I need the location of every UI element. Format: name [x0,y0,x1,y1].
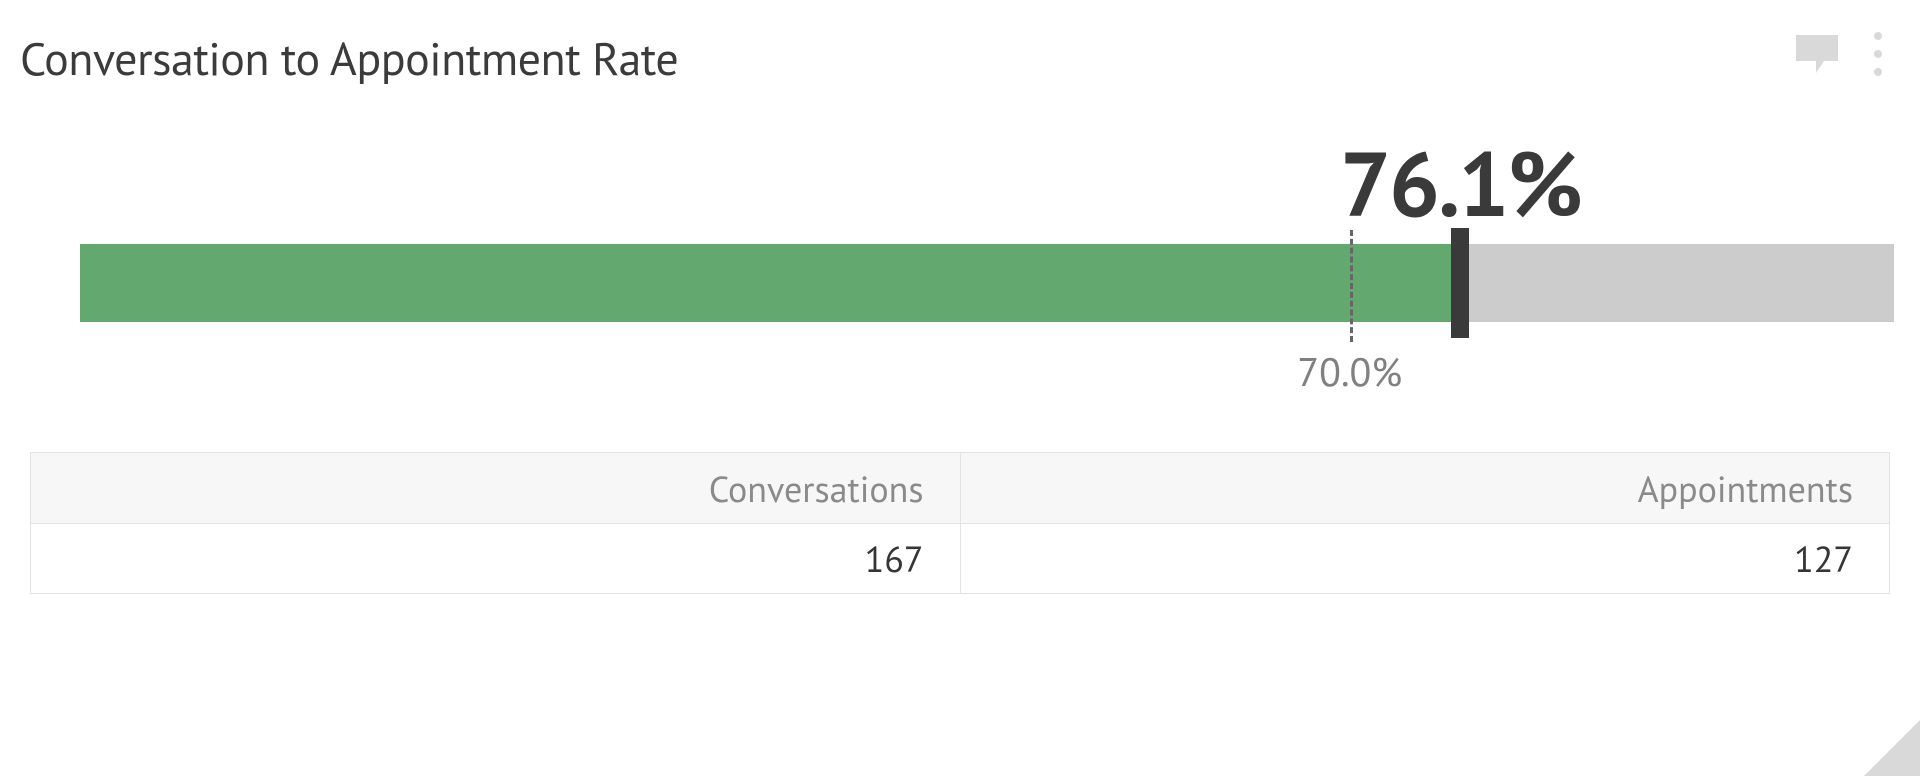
summary-table: Conversations Appointments 167 127 [30,452,1890,594]
target-tick [1350,230,1353,342]
cell-appointments: 127 [961,524,1890,593]
col-header-appointments: Appointments [961,453,1890,523]
table-header-row: Conversations Appointments [31,453,1889,523]
kebab-menu-icon[interactable] [1874,32,1882,76]
actual-value-label: 76.1% [1340,124,1581,241]
col-header-conversations: Conversations [31,453,961,523]
header-actions [1794,28,1900,76]
widget-title: Conversation to Appointment Rate [20,28,678,88]
target-value-label: 70.0% [1297,346,1402,398]
cell-conversations: 167 [31,524,961,593]
bar-track [80,244,1894,322]
table-row: 167 127 [31,523,1889,593]
widget-header: Conversation to Appointment Rate [20,28,1900,88]
actual-marker [1451,228,1469,338]
kpi-widget: Conversation to Appointment Rate 76.1% 7… [0,0,1920,776]
comment-icon[interactable] [1794,33,1840,75]
resize-handle-icon[interactable] [1864,720,1920,776]
bar-fill [80,244,1460,322]
bullet-chart: 76.1% 70.0% [80,124,1894,392]
